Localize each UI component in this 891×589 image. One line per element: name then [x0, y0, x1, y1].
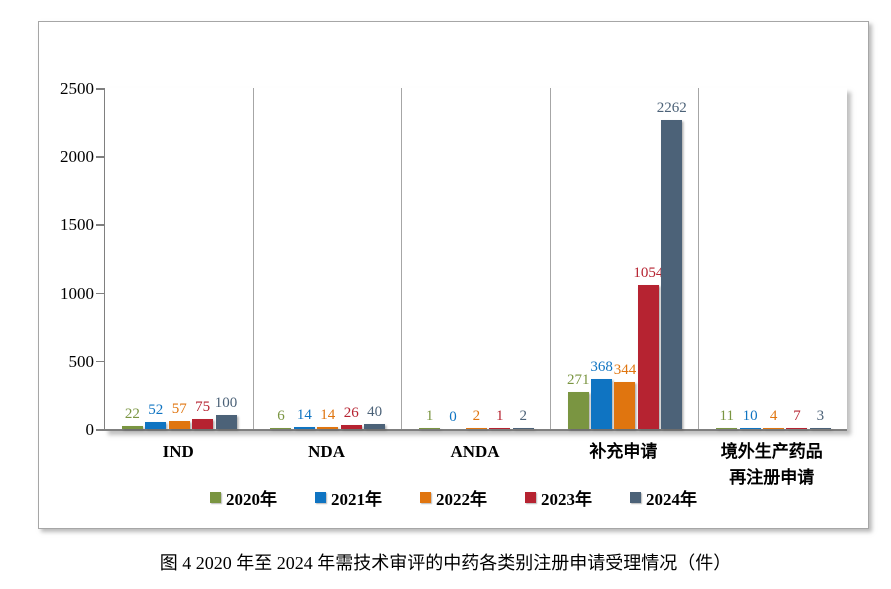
legend-item: 2022年: [420, 485, 487, 510]
category-panel: 11 10 4 7 3: [699, 88, 847, 429]
plot-area: 22 52 57 75 100 6 14 14 26 40 1 0 2 1 2 271 368 344 1054 22…: [104, 88, 847, 431]
bar-value-label: 344: [613, 362, 637, 379]
figure-caption: 图 4 2020 年至 2024 年需技术审评的中药各类别注册申请受理情况（件）: [159, 553, 732, 573]
y-axis-tick-label: 1000: [60, 283, 94, 303]
bar: [716, 427, 738, 429]
bar: [465, 427, 487, 429]
bar: [419, 427, 441, 429]
bar: [192, 418, 214, 429]
y-axis-tick-mark: [96, 224, 104, 226]
bar: [340, 425, 362, 429]
bar-value-label: 6: [277, 407, 285, 424]
y-axis-tick-mark: [96, 360, 104, 363]
bar-value-label: 7: [793, 407, 801, 424]
legend-item: 2023年: [525, 485, 592, 510]
category-label: ANDA: [450, 442, 500, 461]
legend-item: 2021年: [315, 485, 382, 510]
legend-swatch-icon: [420, 492, 431, 503]
legend-swatch-icon: [630, 492, 641, 503]
bar-value-label: 1: [496, 407, 504, 424]
bar: [364, 423, 386, 429]
legend-item: 2024年: [630, 485, 697, 510]
legend-swatch-icon: [525, 492, 536, 503]
legend-label: 2023年: [541, 490, 592, 509]
y-axis-tick-label: 2500: [60, 79, 94, 98]
y-axis-tick-mark: [96, 156, 104, 158]
bar: [763, 427, 785, 429]
bar: [270, 427, 292, 429]
bar-value-label: 1054: [633, 265, 664, 282]
legend-swatch-icon: [210, 492, 221, 503]
bar-value-label: 14: [320, 407, 336, 424]
bar: [145, 421, 167, 429]
bar: [317, 427, 339, 429]
legend-label: 2024年: [646, 490, 697, 509]
bar-value-label: 2262: [656, 100, 687, 117]
bar-value-label: 2: [472, 407, 481, 424]
legend-label: 2020年: [226, 490, 277, 509]
bar: [168, 421, 190, 429]
category-panel: 6 14 14 26 40: [254, 88, 403, 429]
bar: [786, 427, 808, 429]
legend-label: 2022年: [436, 490, 487, 509]
legend-swatch-icon: [315, 492, 326, 503]
bar-value-label: 14: [296, 407, 312, 424]
bar-value-label: 26: [343, 405, 359, 422]
bar: [637, 285, 659, 429]
bar-value-label: 100: [214, 395, 238, 412]
figure-box: 0 500 1000 1500 2000 2500 22 52 57 75 100 6 14 14 26 4…: [38, 21, 869, 529]
bar-value-label: 11: [719, 407, 734, 424]
bar-value-label: 75: [195, 398, 211, 415]
bar: [661, 120, 683, 429]
bar-value-label: 2: [519, 407, 527, 424]
bar: [809, 427, 831, 429]
y-axis-tick-label: 0: [85, 420, 95, 439]
bar: [512, 427, 534, 429]
bar-value-label: 1: [425, 407, 434, 424]
legend-item: 2020年: [210, 485, 277, 510]
category-label: IND: [162, 442, 194, 461]
bar-value-label: 3: [816, 407, 825, 424]
y-axis-tick-mark: [96, 429, 104, 431]
bar-value-label: 10: [742, 407, 758, 424]
bar-value-label: 22: [124, 406, 140, 422]
bar: [489, 427, 511, 429]
bar-value-label: 57: [171, 401, 187, 418]
y-axis-tick-label: 2000: [60, 147, 94, 167]
y-axis-tick-mark: [96, 292, 104, 295]
bar-value-label: 271: [566, 372, 590, 389]
bar: [591, 378, 613, 429]
y-axis-tick-mark: [96, 88, 104, 90]
y-axis-tick-label: 1500: [60, 215, 94, 235]
bar-value-label: 52: [148, 401, 164, 418]
category-label: 补充申请: [589, 442, 658, 461]
legend: 2020年 2021年 2022年 2023年 2024年: [39, 485, 868, 510]
bar-value-label: 40: [367, 403, 383, 420]
bar: [739, 427, 761, 429]
bar: [215, 415, 237, 429]
bar-value-label: 0: [449, 409, 457, 425]
bar-value-label: 4: [769, 407, 778, 424]
bar-value-label: 368: [590, 358, 613, 375]
category-panel: 271 368 344 1054 2262: [551, 88, 700, 429]
category-label: NDA: [308, 442, 345, 461]
y-axis-tick-label: 500: [68, 351, 95, 371]
category-label: 境外生产药品 再注册申请: [720, 442, 823, 487]
bar: [614, 382, 636, 429]
category-panel: 22 52 57 75 100: [105, 88, 254, 429]
legend-label: 2021年: [331, 490, 382, 509]
bar: [293, 427, 315, 429]
bar: [121, 426, 143, 429]
bar: [567, 392, 589, 429]
